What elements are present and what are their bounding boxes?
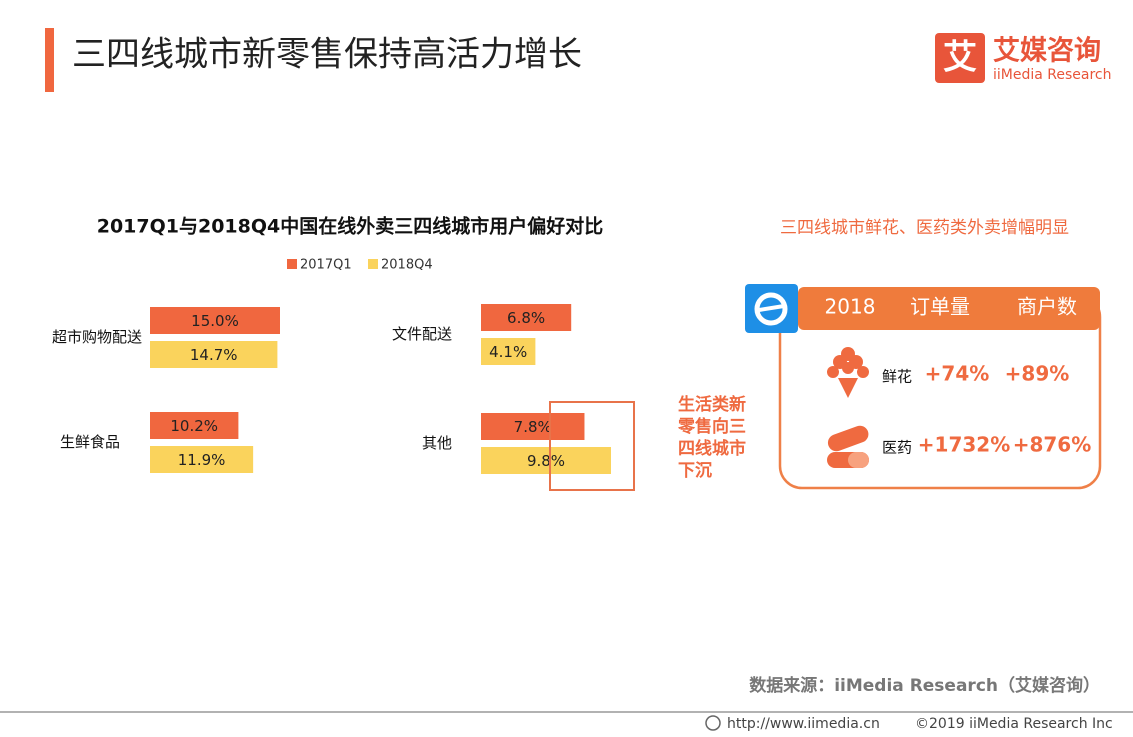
- panel-header-cell: 订单量: [910, 295, 970, 319]
- bar: [150, 307, 280, 334]
- panel-header: [798, 287, 1100, 330]
- highlight-box: [549, 401, 635, 491]
- logo-mark: 艾: [943, 38, 977, 78]
- brand-icon-e-bar: [758, 304, 785, 312]
- brand-icon-e: [754, 292, 788, 326]
- panel-cell: +1732%: [918, 433, 1010, 457]
- footer-copyright: ©2019 iiMedia Research Inc: [915, 716, 1113, 732]
- category-label: 文件配送: [392, 325, 452, 343]
- value-label: 4.1%: [489, 343, 527, 361]
- panel-cell: 医药: [882, 439, 912, 457]
- panel-cell: 鲜花: [882, 368, 912, 386]
- source: 数据来源：iiMedia Research（艾媒咨询）: [749, 675, 1100, 696]
- value-label: 11.9%: [178, 451, 226, 469]
- annotation-line: 生活类新: [678, 394, 746, 415]
- footer-url: http://www.iimedia.cn: [727, 716, 880, 732]
- legend-label: 2018Q4: [381, 258, 433, 273]
- globe-icon: [705, 715, 721, 731]
- legend-swatch: [287, 259, 297, 269]
- value-label: 14.7%: [190, 346, 238, 364]
- annotation-line: 下沉: [678, 460, 712, 481]
- logo-mark-bg: [935, 33, 985, 83]
- category-label: 生鲜食品: [60, 433, 120, 451]
- bar: [481, 338, 536, 365]
- annotation-line: 四线城市: [678, 438, 746, 459]
- panel-cell: +89%: [1005, 362, 1070, 386]
- value-label: 7.8%: [514, 418, 552, 436]
- pill-icon: [827, 425, 869, 468]
- panel-cell: +876%: [1013, 433, 1092, 457]
- panel-title: 三四线城市鲜花、医药类外卖增幅明显: [780, 218, 1069, 238]
- flower-icon: [827, 347, 869, 398]
- slide-title: 三四线城市新零售保持高活力增长: [72, 35, 582, 75]
- title-accent: [45, 28, 54, 92]
- bar: [150, 341, 278, 368]
- panel-header-cell: 商户数: [1017, 295, 1077, 319]
- bar: [481, 447, 611, 474]
- value-label: 6.8%: [507, 309, 545, 327]
- panel-header-cell: 2018: [825, 295, 876, 319]
- logo-en: iiMedia Research: [993, 67, 1112, 83]
- annotation-line: 零售向三: [677, 416, 746, 437]
- category-label: 超市购物配送: [52, 328, 142, 346]
- legend-label: 2017Q1: [300, 258, 352, 273]
- value-label: 9.8%: [527, 452, 565, 470]
- chart-title: 2017Q1与2018Q4中国在线外卖三四线城市用户偏好对比: [97, 215, 604, 238]
- value-label: 15.0%: [191, 312, 239, 330]
- bar: [481, 413, 585, 440]
- value-label: 10.2%: [170, 417, 218, 435]
- legend-swatch: [368, 259, 378, 269]
- bar: [481, 304, 572, 331]
- bar: [150, 446, 254, 473]
- chart: 2017Q1 2018Q4 超市购物配送 15.0% 14.7% 生鲜食品 10.2% 11.…: [52, 258, 611, 474]
- panel-cell: +74%: [925, 362, 990, 386]
- category-label: 其他: [422, 434, 452, 452]
- logo-cn: 艾媒咨询: [993, 35, 1101, 67]
- bar: [150, 412, 239, 439]
